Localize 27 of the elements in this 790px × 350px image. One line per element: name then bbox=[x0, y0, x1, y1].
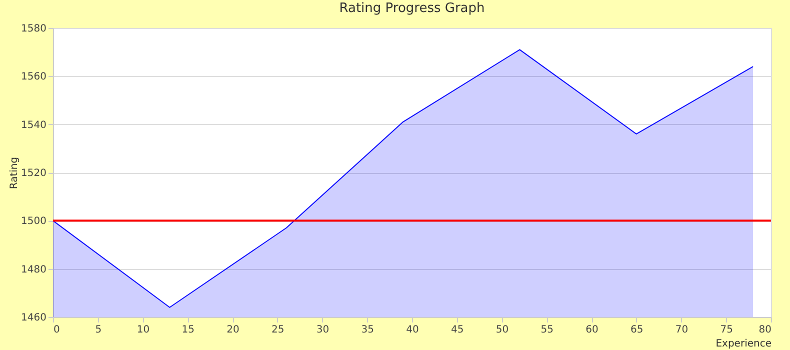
x-tick-label: 40 bbox=[406, 324, 419, 336]
y-tick-label: 1480 bbox=[21, 264, 46, 276]
x-tick-label: 35 bbox=[361, 324, 374, 336]
x-tick-label: 45 bbox=[451, 324, 464, 336]
x-tick-label: 15 bbox=[182, 324, 194, 336]
x-tick-label: 75 bbox=[720, 324, 733, 336]
y-tick-label: 1560 bbox=[21, 72, 46, 83]
y-tick-label: 1520 bbox=[21, 168, 46, 179]
x-tick-label: 70 bbox=[675, 324, 688, 336]
x-axis-title: Experience bbox=[716, 338, 772, 350]
y-axis-title: Rating bbox=[9, 156, 20, 190]
x-tick-label: 55 bbox=[540, 324, 554, 336]
x-tick-label: 65 bbox=[630, 324, 644, 336]
y-tick-label: 1500 bbox=[21, 216, 46, 228]
x-tick-label: 20 bbox=[226, 324, 240, 336]
x-tick-label: 30 bbox=[316, 324, 330, 336]
x-tick-label: 50 bbox=[496, 324, 509, 336]
y-tick-label: 1580 bbox=[21, 24, 46, 34]
x-tick-label: 80 bbox=[758, 324, 772, 336]
x-tick-label: 60 bbox=[586, 324, 598, 336]
x-tick-label: 5 bbox=[95, 324, 102, 336]
x-tick-label: 0 bbox=[54, 324, 60, 336]
y-tick-label: 1460 bbox=[21, 312, 46, 324]
y-tick-label: 1540 bbox=[21, 120, 46, 131]
x-tick-label: 10 bbox=[136, 324, 150, 336]
x-tick-label: 25 bbox=[272, 324, 284, 336]
chart-title: Rating Progress Graph bbox=[339, 1, 485, 16]
